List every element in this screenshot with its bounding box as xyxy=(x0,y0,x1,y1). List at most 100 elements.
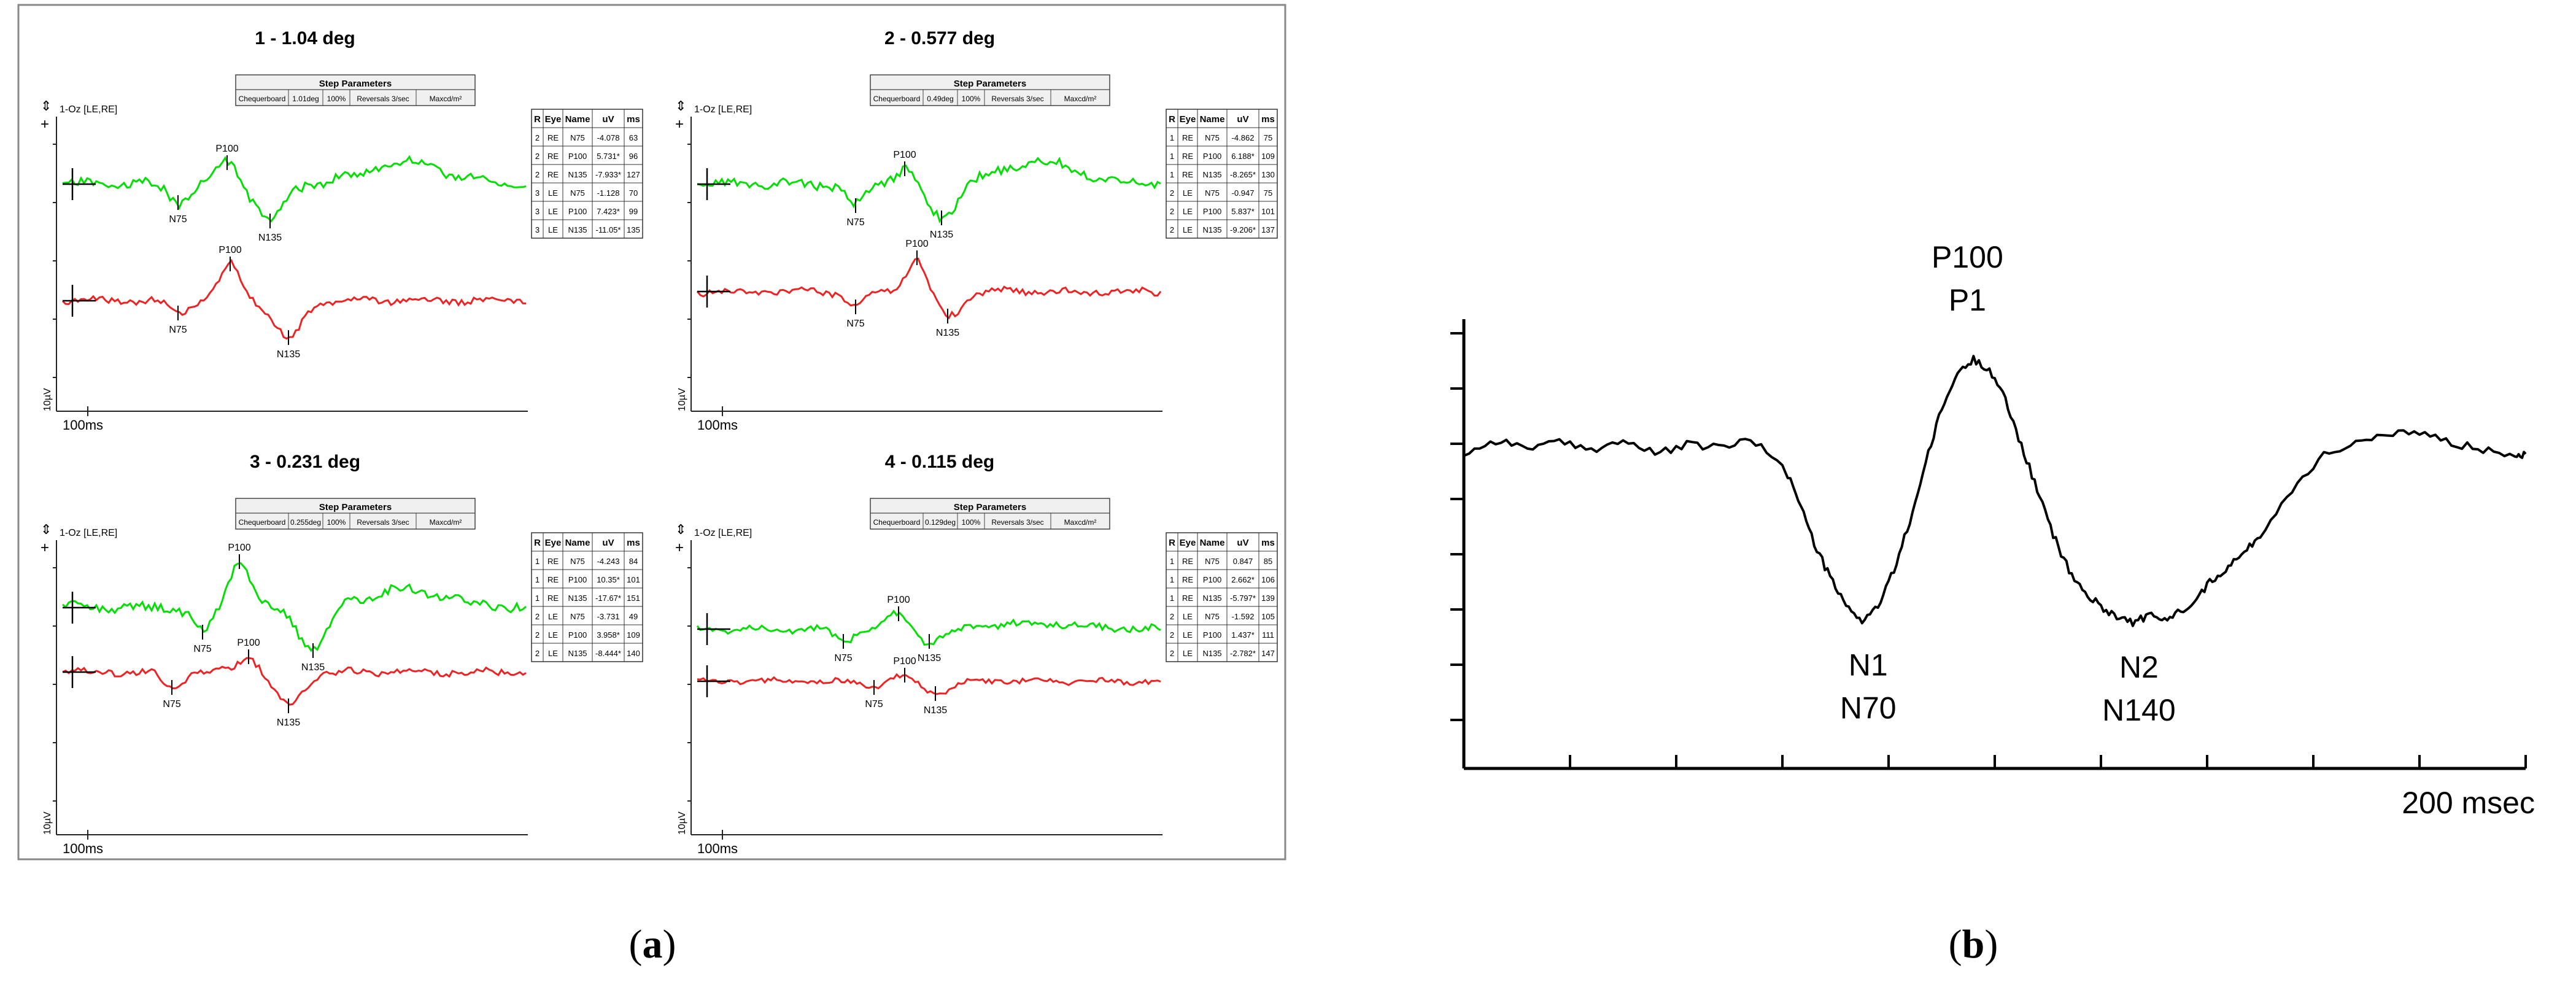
results-table: R Eye Name uV ms 1 RE N75 0.847 85 1 RE P100 2.662* 10… xyxy=(1166,532,1278,662)
plus-icon: + xyxy=(675,540,684,556)
table-cell: -4.078 xyxy=(597,133,620,142)
plus-icon: + xyxy=(41,540,49,556)
table-cell: N75 xyxy=(1205,612,1220,621)
step-parameter-value: Chequerboard xyxy=(873,95,921,103)
table-cell: 6.188* xyxy=(1231,152,1255,161)
left-eye-waveform xyxy=(61,258,527,340)
table-cell: 1 xyxy=(1170,594,1174,603)
scale-arrows-icon: ⇕ xyxy=(41,98,52,114)
le-p100-label: P100 xyxy=(219,245,241,255)
panel-b: 200 msec N1 N70 P100 P1 N2 N140 xyxy=(1450,240,2535,820)
table-cell: 84 xyxy=(629,557,638,566)
step-parameter-value: 0.255deg xyxy=(290,518,321,527)
table-cell: 109 xyxy=(627,630,640,640)
x-axis-label: 200 msec xyxy=(2402,786,2535,820)
table-cell: 5.731* xyxy=(597,152,620,161)
le-n75-label: N75 xyxy=(169,325,187,335)
table-header-cell: Name xyxy=(565,538,590,548)
step-parameter-value: Maxcd/m² xyxy=(430,518,462,527)
scale-arrows-icon: ⇕ xyxy=(675,98,686,114)
table-cell: RE xyxy=(547,152,559,161)
table-header-cell: R xyxy=(534,114,541,125)
scale-arrows-icon: ⇕ xyxy=(41,522,52,537)
table-cell: P100 xyxy=(568,152,587,161)
table-cell: P100 xyxy=(1203,575,1221,584)
step-parameter-value: Chequerboard xyxy=(873,518,921,527)
table-cell: 7.423* xyxy=(597,207,620,216)
table-cell: 2 xyxy=(1170,225,1174,234)
table-cell: 2 xyxy=(1170,188,1174,198)
step-parameter-value: 100% xyxy=(327,95,346,103)
table-cell: P100 xyxy=(568,630,587,640)
table-cell: RE xyxy=(1182,594,1193,603)
table-cell: 1 xyxy=(1170,557,1174,566)
table-cell: N75 xyxy=(570,557,585,566)
re-n75-label: N75 xyxy=(169,214,187,225)
amplitude-scale-label: 10µV xyxy=(677,388,687,411)
table-cell: 1 xyxy=(1170,575,1174,584)
left-eye-waveform xyxy=(62,657,527,706)
table-cell: 85 xyxy=(1264,557,1272,566)
table-cell: RE xyxy=(547,170,559,179)
table-cell: N75 xyxy=(1205,188,1220,198)
step-parameters-box xyxy=(870,498,1110,530)
table-cell: 3 xyxy=(535,225,540,234)
step-parameter-value: Reversals 3/sec xyxy=(357,518,409,527)
re-n135-label: N135 xyxy=(258,233,282,243)
table-cell: -11.05* xyxy=(596,225,621,234)
table-cell: 2 xyxy=(1170,207,1174,216)
table-cell: 127 xyxy=(627,170,640,179)
chart-title: 4 - 0.115 deg xyxy=(885,452,994,472)
table-header-cell: R xyxy=(1169,114,1175,125)
table-cell: 2 xyxy=(535,649,540,658)
table-cell: 2 xyxy=(535,170,540,179)
table-cell: 151 xyxy=(627,594,640,603)
step-parameter-value: Reversals 3/sec xyxy=(991,95,1043,103)
table-cell: -3.731 xyxy=(597,612,620,621)
le-p100-label: P100 xyxy=(893,656,916,667)
vep-waveform xyxy=(1463,355,2527,627)
table-cell: N135 xyxy=(1202,170,1221,179)
table-cell: LE xyxy=(548,188,558,198)
table-cell: N135 xyxy=(568,225,587,234)
panel-label-b: (b) xyxy=(1949,922,1998,967)
table-cell: LE xyxy=(1183,207,1193,216)
right-eye-waveform xyxy=(62,155,527,223)
table-cell: P100 xyxy=(568,207,587,216)
table-header-cell: Name xyxy=(1200,114,1225,125)
table-cell: N75 xyxy=(570,612,585,621)
step-parameters-box xyxy=(235,74,476,106)
table-header-cell: R xyxy=(534,538,541,548)
table-cell: -4.243 xyxy=(597,557,620,566)
table-cell: -1.128 xyxy=(597,188,620,198)
step-parameters-box xyxy=(235,498,476,530)
table-cell: 1 xyxy=(1170,133,1174,142)
table-cell: 1.437* xyxy=(1231,630,1255,640)
step-parameter-value: 100% xyxy=(962,95,981,103)
table-cell: 2 xyxy=(1170,630,1174,640)
panel-a-frame xyxy=(17,4,1286,861)
table-cell: RE xyxy=(547,575,559,584)
table-cell: 137 xyxy=(1261,225,1275,234)
table-header-cell: uV xyxy=(1237,114,1248,125)
panel-a: 1 - 1.04 deg Step Parameters Chequerboard 1… xyxy=(17,4,1286,861)
le-p100-label: P100 xyxy=(237,638,260,648)
amplitude-scale-label: 10µV xyxy=(677,811,687,835)
evoked-chart-2: 2 - 0.577 deg Step Parameters Chequerboard… xyxy=(675,28,1278,433)
le-n135-label: N135 xyxy=(936,328,959,338)
step-parameter-value: Maxcd/m² xyxy=(1064,95,1097,103)
table-header-cell: ms xyxy=(1261,538,1275,548)
step-parameters: Step Parameters Chequerboard 1.01deg 100% Re… xyxy=(235,74,476,106)
step-parameter-value: Chequerboard xyxy=(239,95,286,103)
table-header-cell: ms xyxy=(627,114,640,125)
table-cell: 135 xyxy=(627,225,640,234)
right-eye-waveform xyxy=(697,157,1161,223)
amplitude-scale-label: 10µV xyxy=(42,811,53,835)
le-n135-label: N135 xyxy=(924,705,947,716)
table-cell: P100 xyxy=(1203,207,1221,216)
table-cell: RE xyxy=(547,557,559,566)
table-cell: N75 xyxy=(570,188,585,198)
chart-title: 1 - 1.04 deg xyxy=(255,28,355,48)
table-cell: 1 xyxy=(535,557,540,566)
table-cell: 111 xyxy=(1262,630,1274,640)
